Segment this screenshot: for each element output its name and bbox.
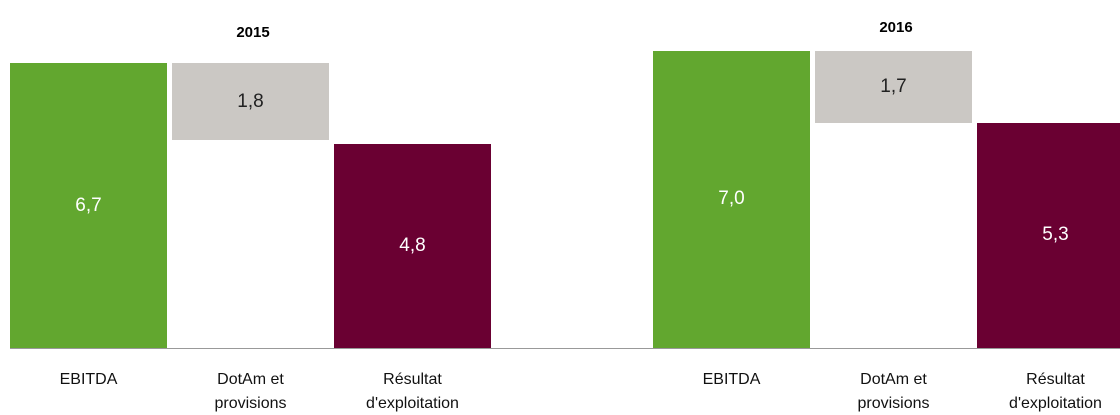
baseline: [10, 348, 1120, 349]
category-label: EBITDA: [59, 371, 118, 388]
value-label: 4,8: [399, 235, 426, 256]
value-label: 1,8: [237, 90, 264, 112]
category-label: DotAm et provisions: [214, 371, 287, 412]
category-label: Résultat d'exploitation: [1009, 371, 1102, 412]
category-label: EBITDA: [702, 371, 761, 388]
value-label: 7,0: [718, 188, 745, 210]
value-label: 1,7: [880, 75, 907, 97]
bar: [172, 63, 329, 140]
chart-title: 2016: [879, 19, 913, 36]
value-label: 5,3: [1042, 224, 1069, 246]
bar: [334, 144, 491, 348]
chart-title: 2015: [236, 24, 270, 41]
bar: [977, 122, 1120, 348]
bar: [10, 63, 167, 348]
bar: [653, 50, 810, 348]
category-label: Résultat d'exploitation: [366, 371, 459, 412]
bar: [815, 50, 972, 123]
value-label: 6,7: [75, 194, 102, 216]
category-label: DotAm et provisions: [857, 371, 930, 412]
